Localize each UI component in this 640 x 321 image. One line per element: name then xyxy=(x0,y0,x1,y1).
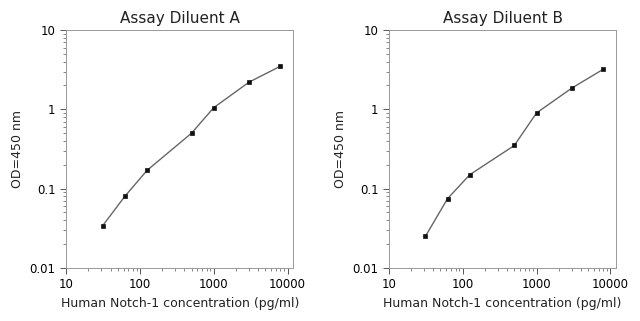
X-axis label: Human Notch-1 concentration (pg/ml): Human Notch-1 concentration (pg/ml) xyxy=(61,297,299,310)
X-axis label: Human Notch-1 concentration (pg/ml): Human Notch-1 concentration (pg/ml) xyxy=(383,297,621,310)
Title: Assay Diluent B: Assay Diluent B xyxy=(442,11,563,26)
Y-axis label: OD=450 nm: OD=450 nm xyxy=(334,110,347,188)
Y-axis label: OD=450 nm: OD=450 nm xyxy=(11,110,24,188)
Title: Assay Diluent A: Assay Diluent A xyxy=(120,11,240,26)
